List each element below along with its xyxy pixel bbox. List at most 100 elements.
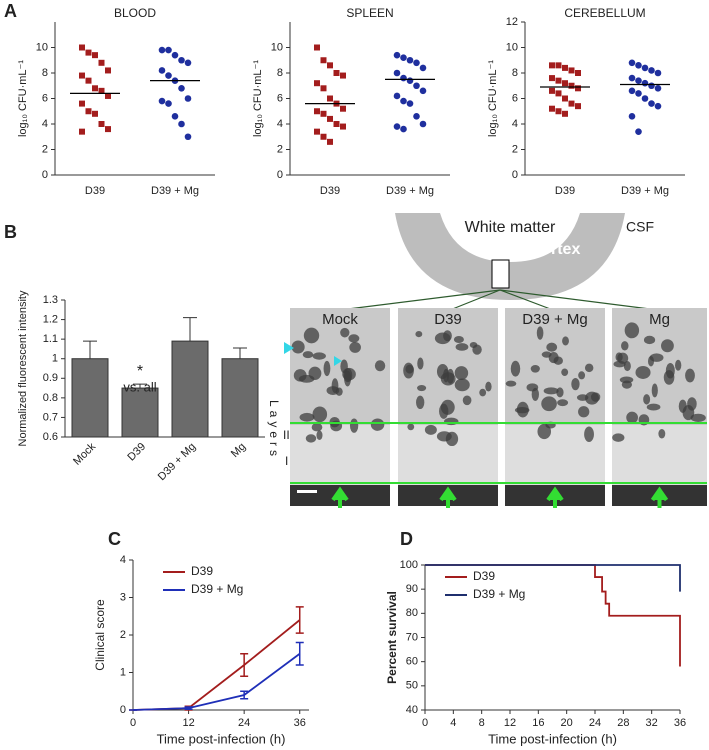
cell [485,381,492,392]
point [406,77,414,84]
cell [690,413,706,423]
chart-title: BLOOD [114,6,156,20]
cell [561,368,569,376]
cell [562,336,569,346]
y-tick-label: 1 [120,666,126,678]
cell [434,332,451,345]
image-label: Mg [649,311,670,328]
cell [623,361,631,372]
x-tick-label: 32 [646,717,658,729]
cell [455,343,469,351]
y-tick-label: 0 [42,169,48,181]
point [184,133,192,141]
green-arrow [546,486,564,508]
chart-title: SPLEEN [346,6,393,20]
legend-label: D39 + Mg [191,582,243,596]
point [105,126,111,133]
point [393,51,401,59]
panel-label: B [4,222,17,242]
y-tick-label: 2 [512,143,518,155]
cell [291,340,305,354]
bar [221,358,259,438]
y-tick-label: 10 [271,41,283,53]
y-tick-label: 0.6 [43,431,58,443]
cell [626,411,638,424]
cell [584,363,594,373]
y-tick-label: 2 [277,143,283,155]
cell [543,387,559,395]
legend-label: D39 + Mg [473,587,525,601]
point [85,77,92,84]
y-axis-label: Normalized fluorescent intensity [17,290,29,446]
point [406,56,414,64]
cell [584,426,594,443]
y-axis-label: log₁₀ CFU·mL⁻¹ [17,60,29,137]
point [320,133,327,140]
point [549,62,555,69]
point [327,62,333,69]
point [654,85,662,92]
cell [344,370,351,387]
cell [312,406,328,423]
point [92,110,98,117]
point [171,113,179,120]
y-tick-label: 2 [42,143,48,155]
cell [440,399,455,415]
cell [311,423,323,432]
y-tick-label: 1.2 [43,313,58,325]
cell [663,370,675,385]
y-tick-label: 12 [506,16,518,28]
point [158,46,166,54]
error-bar [233,347,247,359]
x-tick-label: 0 [130,717,136,729]
point [562,64,568,71]
point [158,97,166,105]
point [555,62,562,69]
cell [553,356,563,365]
bar [71,358,109,438]
point [400,97,407,105]
y-axis-label: Clinical score [93,599,107,671]
point [327,138,333,145]
point [327,95,333,102]
cell [643,335,656,345]
point [85,49,92,56]
image-label: D39 + Mg [522,311,587,328]
y-tick-label: 6 [277,92,283,104]
cell [590,392,601,402]
cell [658,428,666,439]
point [171,51,179,59]
layers-label: Layers [267,400,281,460]
x-tick-label: 24 [589,717,601,729]
point [562,80,568,87]
y-tick-label: 6 [512,92,518,104]
x-tick-label: D39 + Mg [621,185,669,197]
cell [479,388,487,397]
point [79,100,85,107]
y-tick-label: 60 [406,656,418,668]
cell [348,334,360,343]
y-tick-label: 10 [506,41,518,53]
point [165,72,172,79]
y-tick-label: 6 [42,92,48,104]
y-tick-label: 40 [406,704,418,716]
y-tick-label: 70 [406,631,418,643]
cell [624,322,640,339]
error-bar [240,653,249,677]
y-tick-label: 0 [120,704,126,716]
cell [340,327,350,338]
point [413,59,420,67]
point [98,59,105,66]
cell [635,366,651,379]
point [320,57,327,64]
cell [349,341,361,353]
cell [556,387,564,398]
annotation: * [137,363,143,380]
image-label: D39 [434,311,462,328]
y-tick-label: 1.1 [43,333,58,345]
point [340,72,346,79]
point [654,69,662,77]
series-line [132,619,301,711]
x-tick-label: Mg [229,441,248,460]
y-tick-label: 100 [400,559,418,571]
